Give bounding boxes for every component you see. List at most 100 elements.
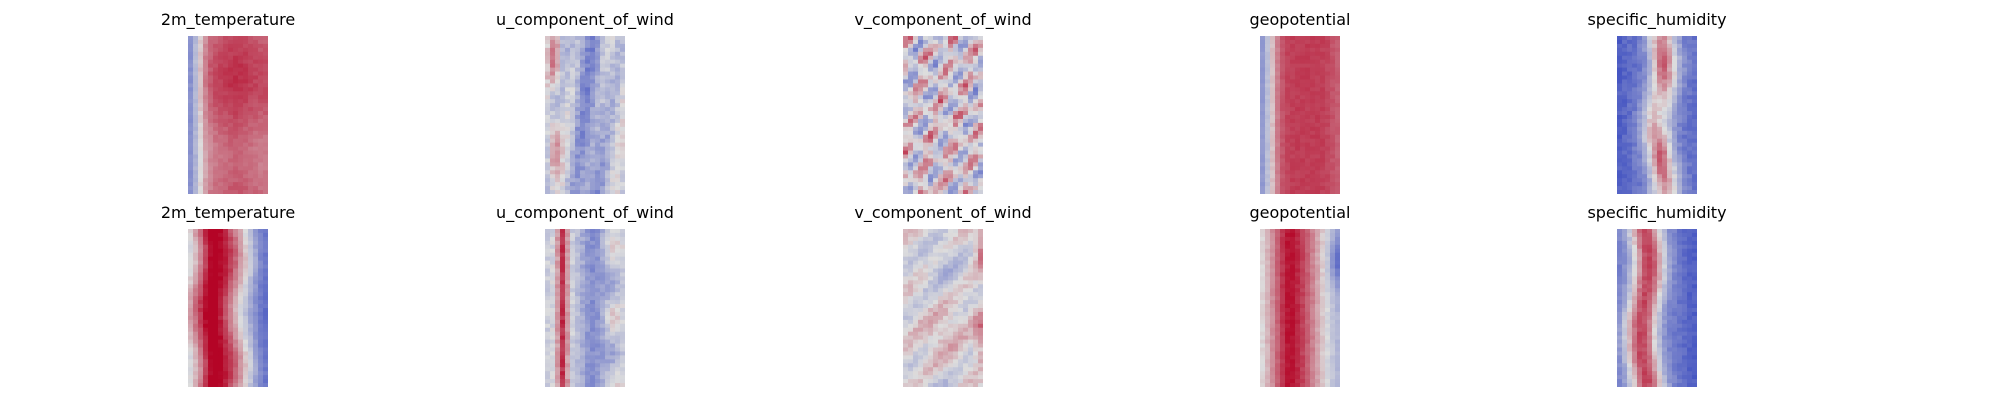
heatmap-cell bbox=[228, 91, 234, 96]
heatmap-cell bbox=[1642, 55, 1648, 61]
heatmap-cell bbox=[908, 319, 914, 325]
heatmap-cell bbox=[1617, 111, 1623, 116]
heatmap-cell bbox=[243, 43, 249, 49]
heatmap-cell bbox=[1300, 138, 1306, 144]
heatmap-cell bbox=[570, 351, 576, 356]
heatmap-cell bbox=[908, 264, 914, 270]
heatmap-cell bbox=[1265, 67, 1271, 73]
heatmap-cell bbox=[1280, 162, 1286, 167]
heatmap-cell bbox=[1300, 190, 1306, 194]
heatmap-cell bbox=[968, 304, 974, 309]
heatmap-cell bbox=[923, 240, 929, 246]
heatmap-cell bbox=[560, 190, 566, 194]
heatmap-cell bbox=[605, 256, 611, 262]
heatmap-cell bbox=[938, 182, 944, 187]
heatmap-cell bbox=[263, 272, 268, 277]
heatmap-cell bbox=[580, 240, 586, 246]
heatmap-cell bbox=[1627, 51, 1633, 57]
heatmap-cell bbox=[590, 71, 596, 77]
heatmap-cell bbox=[238, 170, 244, 175]
heatmap-cell bbox=[228, 280, 234, 285]
heatmap-cell bbox=[1662, 39, 1668, 45]
heatmap-cell bbox=[218, 367, 224, 372]
heatmap-cell bbox=[908, 115, 914, 120]
heatmap-cell bbox=[903, 260, 909, 266]
heatmap-cell bbox=[615, 59, 621, 65]
heatmap-cell bbox=[610, 256, 616, 262]
heatmap-cell bbox=[933, 146, 939, 152]
heatmap-cell bbox=[1647, 162, 1653, 167]
heatmap-cell bbox=[948, 339, 954, 345]
heatmap-cell bbox=[1335, 63, 1340, 69]
panel-title: specific_humidity bbox=[1587, 10, 1727, 29]
heatmap-cell bbox=[595, 87, 601, 92]
panel-title: u_component_of_wind bbox=[496, 203, 674, 222]
heatmap-cell bbox=[610, 367, 616, 372]
heatmap-cell bbox=[218, 59, 224, 65]
heatmap-cell bbox=[1275, 75, 1281, 81]
heatmap-cell bbox=[575, 296, 581, 301]
heatmap-cell bbox=[1330, 162, 1336, 167]
heatmap-cell bbox=[615, 95, 621, 100]
heatmap-cell bbox=[1617, 170, 1623, 175]
heatmap-cell bbox=[943, 79, 949, 84]
heatmap-cell bbox=[580, 182, 586, 187]
heatmap-cell bbox=[218, 51, 224, 57]
heatmap-cell bbox=[615, 280, 621, 285]
heatmap-cell bbox=[615, 383, 621, 387]
heatmap-cell bbox=[953, 130, 959, 136]
heatmap-cell bbox=[188, 296, 194, 301]
heatmap-cell bbox=[228, 343, 234, 349]
heatmap-cell bbox=[208, 323, 214, 329]
heatmap-cell bbox=[973, 327, 979, 333]
heatmap-cell bbox=[580, 363, 586, 368]
heatmap-cell bbox=[918, 315, 924, 321]
heatmap-cell bbox=[1275, 87, 1281, 92]
heatmap-cell bbox=[948, 71, 954, 77]
heatmap-cell bbox=[1265, 79, 1271, 84]
heatmap-cell bbox=[233, 99, 239, 104]
heatmap-cell bbox=[258, 190, 264, 194]
heatmap-cell bbox=[928, 236, 934, 242]
heatmap-cell bbox=[610, 343, 616, 349]
heatmap-cell bbox=[560, 296, 566, 301]
heatmap-cell bbox=[1677, 111, 1683, 116]
heatmap-cell bbox=[615, 142, 621, 148]
heatmap-cell bbox=[615, 75, 621, 81]
heatmap-cell bbox=[193, 351, 199, 356]
heatmap-cell bbox=[223, 343, 229, 349]
heatmap-cell bbox=[560, 240, 566, 246]
heatmap-cell bbox=[570, 244, 576, 250]
heatmap-cell bbox=[238, 379, 244, 384]
heatmap-cell bbox=[213, 115, 219, 120]
heatmap-cell bbox=[208, 67, 214, 73]
heatmap-cell bbox=[605, 75, 611, 81]
heatmap-cell bbox=[918, 232, 924, 238]
heatmap-cell bbox=[595, 379, 601, 384]
heatmap-cell bbox=[570, 327, 576, 333]
heatmap-cell bbox=[1335, 186, 1340, 191]
heatmap-cell bbox=[1622, 178, 1628, 183]
heatmap-cell bbox=[565, 111, 571, 116]
heatmap-cell bbox=[1335, 55, 1340, 61]
heatmap-cell bbox=[908, 166, 914, 171]
heatmap-cell bbox=[243, 335, 249, 341]
heatmap-cell bbox=[600, 280, 606, 285]
heatmap-cell bbox=[948, 59, 954, 65]
heatmap-cell bbox=[1647, 67, 1653, 73]
heatmap-cell bbox=[590, 367, 596, 372]
heatmap-cell bbox=[545, 115, 551, 120]
heatmap-cell bbox=[585, 43, 591, 49]
heatmap-cell bbox=[968, 300, 974, 305]
heatmap-cell bbox=[1280, 126, 1286, 132]
heatmap-cell bbox=[555, 351, 561, 356]
heatmap-cell bbox=[193, 186, 199, 191]
heatmap-cell bbox=[908, 311, 914, 317]
heatmap-cell bbox=[1270, 103, 1276, 108]
heatmap-cell bbox=[243, 39, 249, 45]
heatmap-cell bbox=[1270, 115, 1276, 120]
heatmap-cell bbox=[610, 150, 616, 156]
heatmap-cell bbox=[565, 308, 571, 313]
heatmap-cell bbox=[615, 134, 621, 140]
heatmap-cell bbox=[575, 115, 581, 120]
